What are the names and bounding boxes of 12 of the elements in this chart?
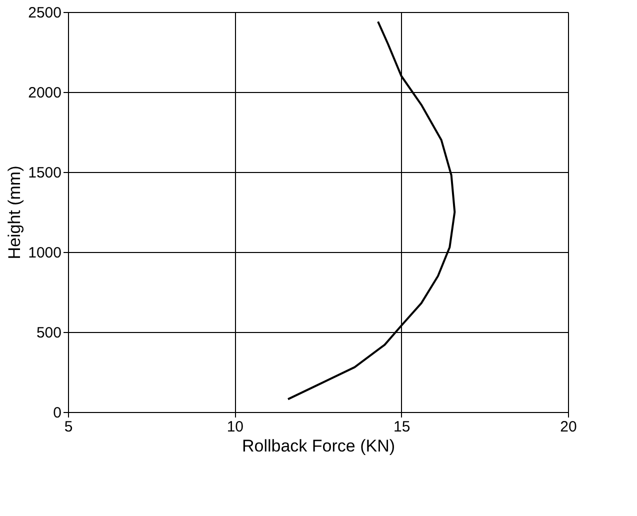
x-axis-title: Rollback Force (KN) <box>242 436 396 456</box>
y-axis-title: Height (mm) <box>5 166 24 260</box>
y-tick-label: 2500 <box>28 4 62 22</box>
y-tick-label: 1500 <box>28 164 62 182</box>
x-tick-label: 5 <box>64 418 73 436</box>
x-tick-label: 20 <box>560 418 577 436</box>
x-tick-label: 10 <box>226 418 244 436</box>
y-tick-label: 1000 <box>28 244 62 262</box>
y-tick-label: 2000 <box>28 84 62 102</box>
x-tick-label: 15 <box>393 418 410 436</box>
y-tick-label: 0 <box>53 404 62 422</box>
y-tick-label: 500 <box>36 324 62 342</box>
